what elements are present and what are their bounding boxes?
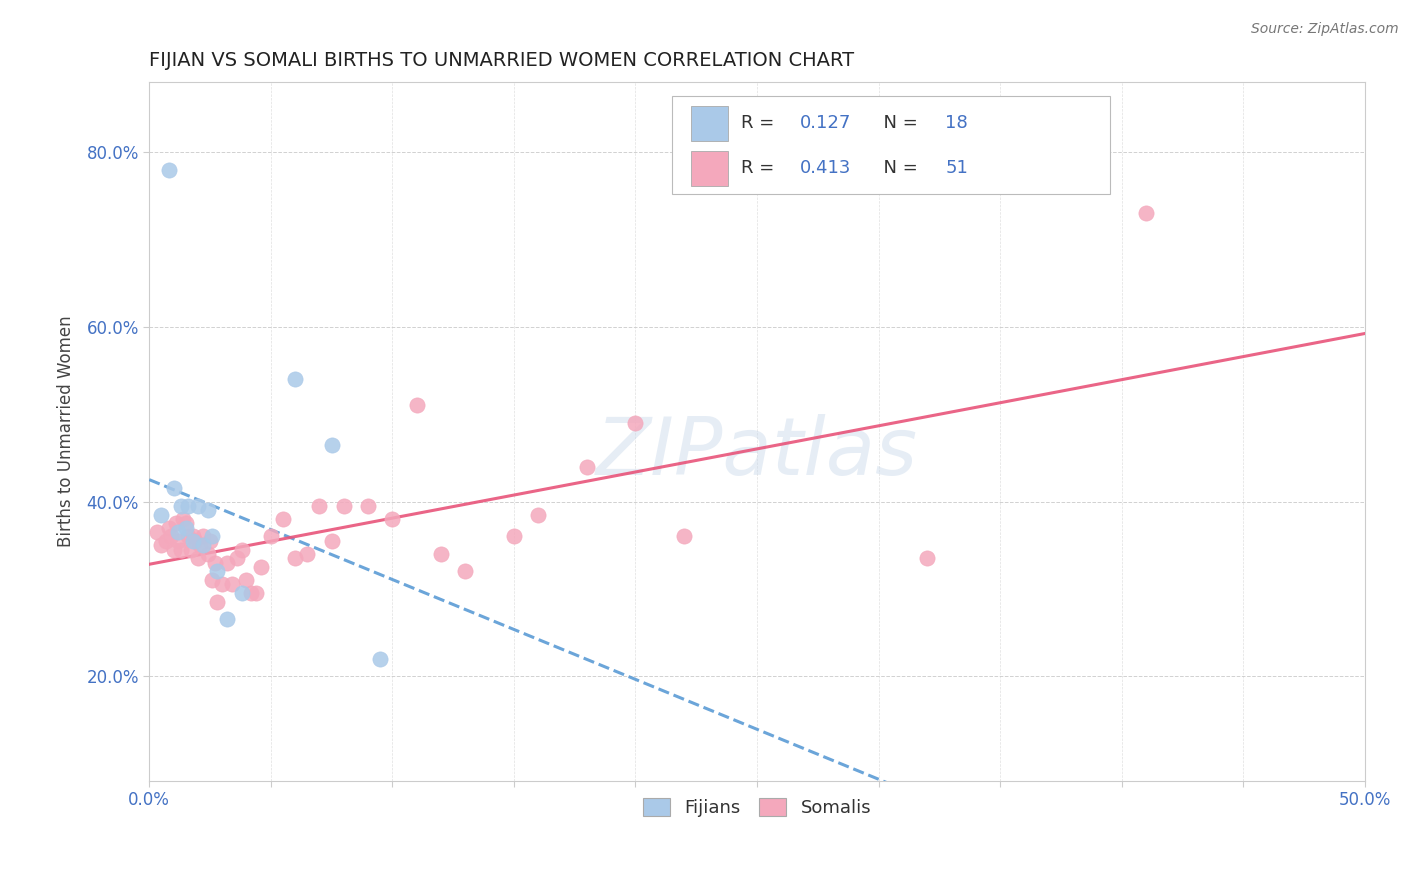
Y-axis label: Births to Unmarried Women: Births to Unmarried Women <box>58 316 75 548</box>
Point <box>215 612 238 626</box>
Point <box>167 533 190 548</box>
Point <box>215 556 238 570</box>
Point <box>225 551 247 566</box>
Point <box>162 542 184 557</box>
Point <box>157 521 180 535</box>
Point <box>308 499 330 513</box>
Point <box>245 586 267 600</box>
Text: R =: R = <box>741 159 780 177</box>
Point <box>221 577 243 591</box>
Point <box>297 547 319 561</box>
Point <box>145 525 167 540</box>
Legend: Fijians, Somalis: Fijians, Somalis <box>636 790 879 824</box>
Text: N =: N = <box>873 159 924 177</box>
Point <box>181 533 204 548</box>
Point <box>454 565 477 579</box>
FancyBboxPatch shape <box>672 96 1109 194</box>
Point <box>165 516 187 531</box>
Point <box>207 565 229 579</box>
Point <box>187 551 209 566</box>
Point <box>191 538 214 552</box>
Point <box>235 573 257 587</box>
Point <box>430 547 453 561</box>
Point <box>321 438 343 452</box>
Point <box>204 556 226 570</box>
Point <box>197 503 219 517</box>
Point <box>174 516 197 531</box>
Point <box>231 542 253 557</box>
Point <box>162 482 184 496</box>
Text: 0.413: 0.413 <box>800 159 851 177</box>
Point <box>172 512 194 526</box>
Point <box>170 499 193 513</box>
Point <box>527 508 550 522</box>
Point <box>188 538 211 552</box>
Point <box>207 595 229 609</box>
Text: N =: N = <box>873 113 924 131</box>
Point <box>284 372 307 386</box>
Text: 51: 51 <box>945 159 969 177</box>
Point <box>405 399 427 413</box>
Point <box>915 551 938 566</box>
Point <box>502 529 524 543</box>
Point <box>184 533 207 548</box>
Point <box>150 538 173 552</box>
Point <box>180 542 202 557</box>
Point <box>177 529 200 543</box>
Point <box>332 499 354 513</box>
Point <box>575 459 598 474</box>
Text: FIJIAN VS SOMALI BIRTHS TO UNMARRIED WOMEN CORRELATION CHART: FIJIAN VS SOMALI BIRTHS TO UNMARRIED WOM… <box>149 51 855 70</box>
Point <box>240 586 263 600</box>
Point <box>381 512 404 526</box>
Point <box>321 533 343 548</box>
Point <box>260 529 283 543</box>
Point <box>201 573 224 587</box>
Point <box>160 529 183 543</box>
Text: Source: ZipAtlas.com: Source: ZipAtlas.com <box>1251 22 1399 37</box>
Point <box>201 529 224 543</box>
Point <box>174 521 197 535</box>
Text: 18: 18 <box>945 113 969 131</box>
Text: ZIPatlas: ZIPatlas <box>596 414 918 491</box>
Point <box>250 560 273 574</box>
Point <box>368 651 391 665</box>
Point <box>1135 206 1157 220</box>
Point <box>357 499 380 513</box>
Point <box>284 551 307 566</box>
Point <box>231 586 253 600</box>
Point <box>150 508 173 522</box>
Point <box>170 542 193 557</box>
Point <box>673 529 696 543</box>
Point <box>177 499 200 513</box>
Point <box>624 416 647 430</box>
Point <box>197 547 219 561</box>
Point <box>191 529 214 543</box>
FancyBboxPatch shape <box>692 151 728 186</box>
Point <box>155 533 177 548</box>
Text: R =: R = <box>741 113 780 131</box>
Point <box>198 533 221 548</box>
Text: 0.127: 0.127 <box>800 113 851 131</box>
Point <box>187 499 209 513</box>
FancyBboxPatch shape <box>692 106 728 141</box>
Point <box>167 525 190 540</box>
Point <box>271 512 294 526</box>
Point <box>211 577 233 591</box>
Point <box>181 529 204 543</box>
Point <box>157 162 180 177</box>
